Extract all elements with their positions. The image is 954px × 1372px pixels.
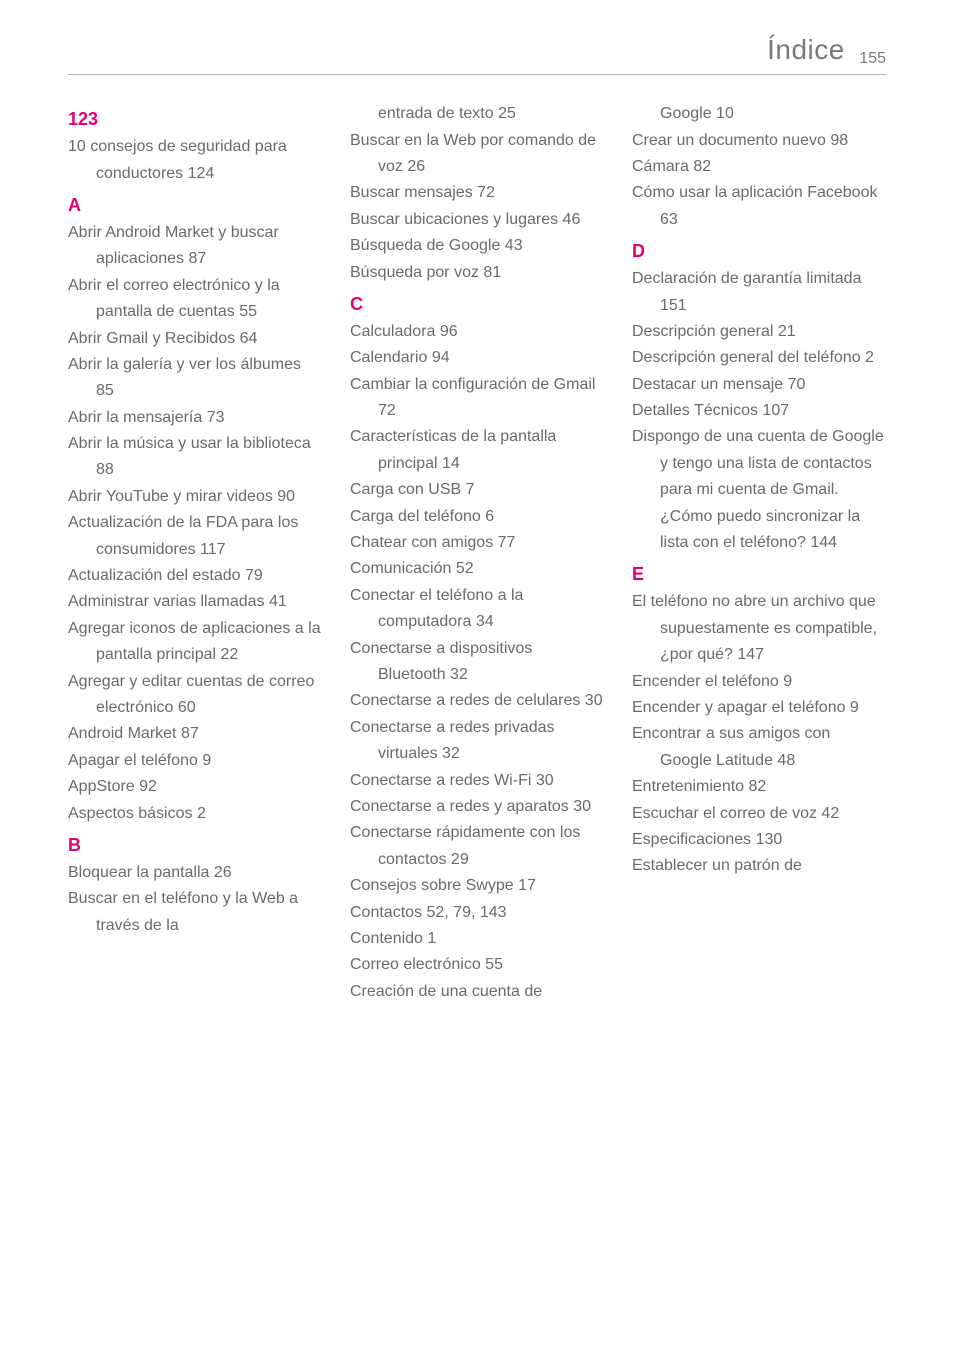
index-entry: Buscar en la Web por comando de voz 26 [350,128,604,181]
index-entry: Entretenimiento 82 [632,774,886,800]
index-entry: Abrir Gmail y Recibidos 64 [68,326,322,352]
page-header: Índice 155 [68,34,886,75]
index-entry: Abrir Android Market y buscar aplicacion… [68,220,322,273]
index-entry: Buscar en el teléfono y la Web a través … [68,886,322,939]
index-entry: Especificaciones 130 [632,827,886,853]
index-entry: Búsqueda por voz 81 [350,260,604,286]
index-entry: Detalles Técnicos 107 [632,398,886,424]
index-entry: Contenido 1 [350,926,604,952]
index-entry: Correo electrónico 55 [350,952,604,978]
section-letter: E [632,564,886,585]
index-entry: Abrir YouTube y mirar videos 90 [68,484,322,510]
index-entry: Encender y apagar el teléfono 9 [632,695,886,721]
index-entry: Consejos sobre Swype 17 [350,873,604,899]
header-page-number: 155 [859,50,886,68]
section-letter: A [68,195,322,216]
section-letter: 123 [68,109,322,130]
index-entry: Abrir el correo electrónico y la pantall… [68,273,322,326]
index-entry: Aspectos básicos 2 [68,801,322,827]
index-entry: Destacar un mensaje 70 [632,372,886,398]
index-entry: Abrir la música y usar la biblioteca 88 [68,431,322,484]
index-entry: Agregar y editar cuentas de correo elect… [68,669,322,722]
section-letter: C [350,294,604,315]
index-entry: Establecer un patrón de [632,853,886,879]
index-entry: Actualización de la FDA para los consumi… [68,510,322,563]
index-entry: Cómo usar la aplicación Facebook 63 [632,180,886,233]
index-entry: Cámara 82 [632,154,886,180]
index-entry: Calculadora 96 [350,319,604,345]
index-entry: Apagar el teléfono 9 [68,748,322,774]
index-entry: Crear un documento nuevo 98 [632,128,886,154]
index-entry: Contactos 52, 79, 143 [350,900,604,926]
index-entry: Encontrar a sus amigos con Google Latitu… [632,721,886,774]
index-entry: AppStore 92 [68,774,322,800]
index-entry: Actualización del estado 79 [68,563,322,589]
index-entry: Buscar mensajes 72 [350,180,604,206]
index-columns: 123 10 consejos de seguridad para conduct… [68,101,886,1005]
index-entry: 10 consejos de seguridad para conductore… [68,134,322,187]
index-entry: Conectarse a redes de celulares 30 [350,688,604,714]
index-entry: Creación de una cuenta de [350,979,604,1005]
index-entry: Bloquear la pantalla 26 [68,860,322,886]
index-column-2: entrada de texto 25Buscar en la Web por … [350,101,604,1005]
index-entry: Comunicación 52 [350,556,604,582]
index-entry: Dispongo de una cuenta de Google y tengo… [632,424,886,556]
section-letter: B [68,835,322,856]
index-entry: Conectarse a redes privadas virtuales 32 [350,715,604,768]
index-entry: Encender el teléfono 9 [632,669,886,695]
index-entry: Conectarse a redes Wi-Fi 30 [350,768,604,794]
index-column-3: Google 10Crear un documento nuevo 98Cáma… [632,101,886,1005]
index-entry: Declaración de garantía limitada 151 [632,266,886,319]
index-column-1: 123 10 consejos de seguridad para conduct… [68,101,322,1005]
index-entry: Chatear con amigos 77 [350,530,604,556]
index-entry: Conectarse a redes y aparatos 30 [350,794,604,820]
index-entry: Escuchar el correo de voz 42 [632,801,886,827]
index-entry: Administrar varias llamadas 41 [68,589,322,615]
index-entry: Conectarse rápidamente con los contactos… [350,820,604,873]
header-title: Índice [767,34,845,66]
index-entry: Google 10 [632,101,886,127]
section-letter: D [632,241,886,262]
index-entry: Abrir la galería y ver los álbumes 85 [68,352,322,405]
index-entry: Conectar el teléfono a la computadora 34 [350,583,604,636]
index-entry: Descripción general 21 [632,319,886,345]
index-entry: Android Market 87 [68,721,322,747]
index-entry: Abrir la mensajería 73 [68,405,322,431]
index-entry: entrada de texto 25 [350,101,604,127]
index-entry: Buscar ubicaciones y lugares 46 [350,207,604,233]
index-entry: Carga con USB 7 [350,477,604,503]
index-entry: Búsqueda de Google 43 [350,233,604,259]
index-entry: El teléfono no abre un archivo que supue… [632,589,886,668]
index-entry: Descripción general del teléfono 2 [632,345,886,371]
index-entry: Cambiar la configuración de Gmail 72 [350,372,604,425]
index-entry: Agregar iconos de aplicaciones a la pant… [68,616,322,669]
index-entry: Características de la pantalla principal… [350,424,604,477]
index-entry: Conectarse a dispositivos Bluetooth 32 [350,636,604,689]
index-page: Índice 155 123 10 consejos de seguridad p… [0,0,954,1053]
index-entry: Calendario 94 [350,345,604,371]
index-entry: Carga del teléfono 6 [350,504,604,530]
